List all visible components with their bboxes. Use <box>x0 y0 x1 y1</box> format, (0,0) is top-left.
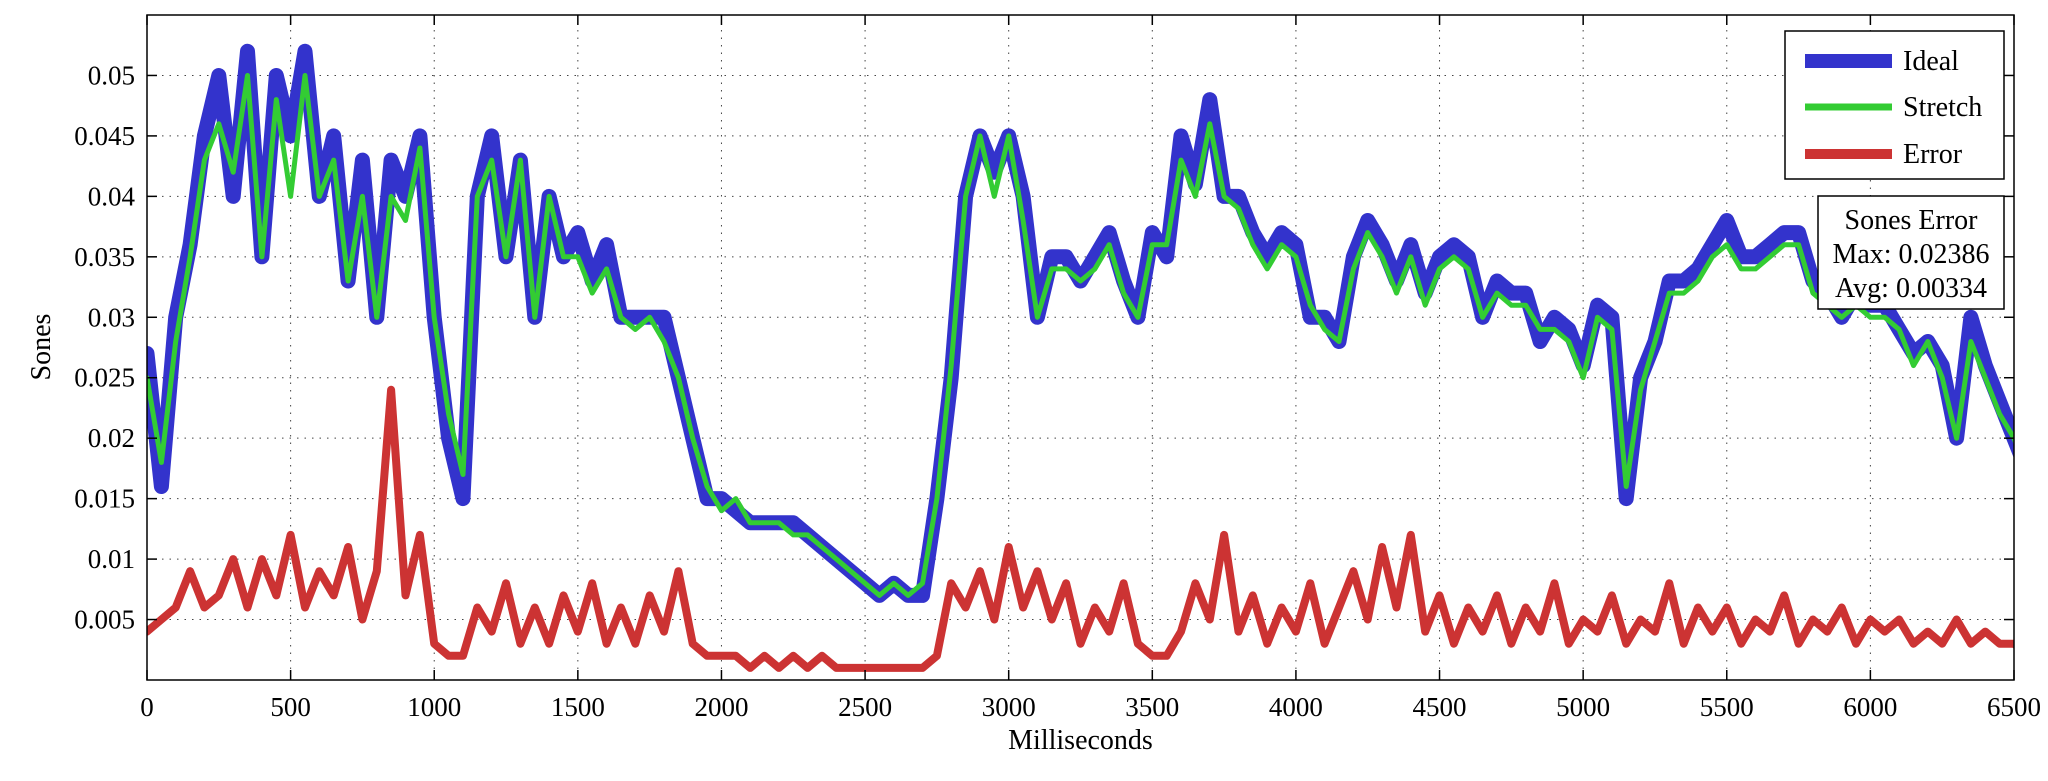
error-stats-frame <box>1817 195 2005 310</box>
legend: Ideal Stretch Error <box>1784 30 2005 180</box>
error-stats-avg: Avg: 0.00334 <box>1835 273 1987 304</box>
y-tick-label: 0.035 <box>74 242 135 272</box>
legend-label-ideal: Ideal <box>1903 46 1959 77</box>
x-axis-label: Milliseconds <box>1008 725 1153 756</box>
y-tick-label: 0.04 <box>88 181 136 211</box>
y-tick-label: 0.025 <box>74 363 135 393</box>
legend-label-error: Error <box>1903 139 1963 170</box>
error-stats-box: Sones Error Max: 0.02386 Avg: 0.00334 <box>1817 195 2005 310</box>
series-line-ideal <box>147 43 2014 603</box>
error-stats-title: Sones Error <box>1845 205 1979 236</box>
y-tick-label: 0.015 <box>74 484 135 514</box>
x-tick-label: 2000 <box>694 692 748 722</box>
x-tick-label: 6000 <box>1843 692 1897 722</box>
y-tick-label: 0.01 <box>88 544 135 574</box>
x-tick-label: 0 <box>140 692 154 722</box>
series-group <box>147 43 2014 672</box>
y-tick-label: 0.02 <box>88 423 135 453</box>
x-tick-label: 3000 <box>982 692 1036 722</box>
x-tick-label: 1500 <box>551 692 605 722</box>
legend-label-stretch: Stretch <box>1903 92 1982 123</box>
series-line-stretch <box>147 73 2014 598</box>
error-stats-max: Max: 0.02386 <box>1832 239 1989 270</box>
plot-frame <box>146 14 2015 681</box>
series-line-error <box>147 385 2014 672</box>
x-tick-label: 5500 <box>1700 692 1754 722</box>
x-tick-label: 2500 <box>838 692 892 722</box>
x-tick-label: 4500 <box>1413 692 1467 722</box>
y-tick-label: 0.05 <box>88 60 135 90</box>
x-tick-label: 1000 <box>407 692 461 722</box>
y-tick-label: 0.045 <box>74 121 135 151</box>
y-tick-label: 0.03 <box>88 302 135 332</box>
x-tick-label: 5000 <box>1556 692 1610 722</box>
y-tick-label: 0.005 <box>74 605 135 635</box>
x-tick-label: 3500 <box>1125 692 1179 722</box>
x-tick-label: 500 <box>270 692 311 722</box>
x-tick-label: 4000 <box>1269 692 1323 722</box>
y-axis-label: Sones <box>26 314 57 381</box>
ticks: 0 500 1000 1500 2000 2500 3000 3500 4000 4500 5000… <box>74 15 2041 722</box>
x-tick-label: 6500 <box>1987 692 2041 722</box>
